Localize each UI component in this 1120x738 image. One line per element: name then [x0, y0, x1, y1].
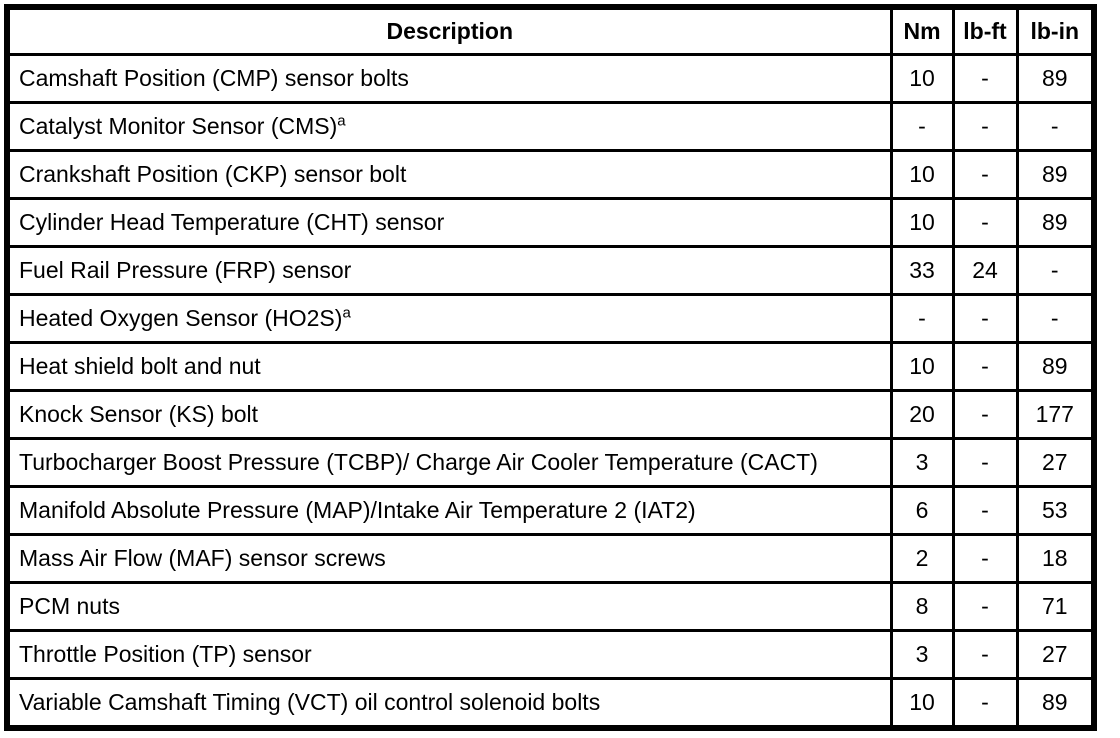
description-cell: Fuel Rail Pressure (FRP) sensor — [5, 245, 893, 296]
description-text: PCM nuts — [19, 592, 120, 619]
nm-cell: 10 — [889, 341, 955, 392]
description-text: Cylinder Head Temperature (CHT) sensor — [19, 208, 445, 235]
table-row: PCM nuts 8 - 71 — [5, 581, 1096, 632]
header-lb-in: lb-in — [1015, 5, 1096, 56]
lb-ft-cell: - — [951, 389, 1019, 440]
lb-in-cell: 27 — [1015, 437, 1096, 488]
lb-ft-cell: - — [951, 581, 1019, 632]
lb-in-cell: - — [1015, 101, 1096, 152]
lb-in-cell: 18 — [1015, 533, 1096, 584]
table-row: Heat shield bolt and nut 10 - 89 — [5, 341, 1096, 392]
description-text: Fuel Rail Pressure (FRP) sensor — [19, 256, 352, 283]
description-cell: Catalyst Monitor Sensor (CMS)a — [5, 101, 893, 152]
table-row: Mass Air Flow (MAF) sensor screws 2 - 18 — [5, 533, 1096, 584]
description-cell: Heat shield bolt and nut — [5, 341, 893, 392]
lb-ft-cell: - — [951, 197, 1019, 248]
lb-ft-cell: - — [951, 149, 1019, 200]
lb-in-cell: - — [1015, 245, 1096, 296]
description-cell: Throttle Position (TP) sensor — [5, 629, 893, 680]
lb-ft-cell: - — [951, 629, 1019, 680]
torque-spec-table: Description Nm lb-ft lb-in Camshaft Posi… — [4, 4, 1097, 731]
lb-in-cell: 89 — [1015, 197, 1096, 248]
description-cell: Heated Oxygen Sensor (HO2S)a — [5, 293, 893, 344]
nm-cell: 3 — [889, 629, 955, 680]
description-text: Camshaft Position (CMP) sensor bolts — [19, 64, 409, 91]
lb-in-cell: 89 — [1015, 53, 1096, 104]
lb-ft-cell: - — [951, 485, 1019, 536]
description-text: Mass Air Flow (MAF) sensor screws — [19, 544, 386, 571]
table-row: Cylinder Head Temperature (CHT) sensor 1… — [5, 197, 1096, 248]
table-row: Catalyst Monitor Sensor (CMS)a - - - — [5, 101, 1096, 152]
description-cell: Knock Sensor (KS) bolt — [5, 389, 893, 440]
lb-in-cell: 89 — [1015, 677, 1096, 730]
table-row: Turbocharger Boost Pressure (TCBP)/ Char… — [5, 437, 1096, 488]
nm-cell: 3 — [889, 437, 955, 488]
description-cell: Camshaft Position (CMP) sensor bolts — [5, 53, 893, 104]
nm-cell: 10 — [889, 677, 955, 730]
header-description: Description — [5, 5, 893, 56]
lb-ft-cell: - — [951, 437, 1019, 488]
table-row: Fuel Rail Pressure (FRP) sensor 33 24 - — [5, 245, 1096, 296]
description-text: Turbocharger Boost Pressure (TCBP)/ Char… — [19, 448, 818, 475]
nm-cell: 10 — [889, 197, 955, 248]
lb-ft-cell: - — [951, 293, 1019, 344]
lb-ft-cell: - — [951, 341, 1019, 392]
footnote-marker: a — [342, 304, 351, 322]
nm-cell: 10 — [889, 53, 955, 104]
nm-cell: - — [889, 101, 955, 152]
table-row: Crankshaft Position (CKP) sensor bolt 10… — [5, 149, 1096, 200]
description-text: Throttle Position (TP) sensor — [19, 640, 312, 667]
description-text: Heated Oxygen Sensor (HO2S) — [19, 304, 343, 331]
header-row: Description Nm lb-ft lb-in — [5, 5, 1096, 56]
table-row: Manifold Absolute Pressure (MAP)/Intake … — [5, 485, 1096, 536]
lb-ft-cell: - — [951, 677, 1019, 730]
nm-cell: 33 — [889, 245, 955, 296]
description-text: Knock Sensor (KS) bolt — [19, 400, 259, 427]
lb-in-cell: 27 — [1015, 629, 1096, 680]
lb-in-cell: 177 — [1015, 389, 1096, 440]
table-row: Knock Sensor (KS) bolt 20 - 177 — [5, 389, 1096, 440]
description-cell: PCM nuts — [5, 581, 893, 632]
header-nm: Nm — [889, 5, 955, 56]
description-cell: Mass Air Flow (MAF) sensor screws — [5, 533, 893, 584]
nm-cell: 8 — [889, 581, 955, 632]
nm-cell: 10 — [889, 149, 955, 200]
lb-in-cell: - — [1015, 293, 1096, 344]
description-text: Manifold Absolute Pressure (MAP)/Intake … — [19, 496, 696, 523]
description-cell: Variable Camshaft Timing (VCT) oil contr… — [5, 677, 893, 730]
table-row: Throttle Position (TP) sensor 3 - 27 — [5, 629, 1096, 680]
description-cell: Crankshaft Position (CKP) sensor bolt — [5, 149, 893, 200]
description-cell: Manifold Absolute Pressure (MAP)/Intake … — [5, 485, 893, 536]
description-text: Variable Camshaft Timing (VCT) oil contr… — [19, 688, 601, 715]
table-row: Variable Camshaft Timing (VCT) oil contr… — [5, 677, 1096, 730]
nm-cell: 6 — [889, 485, 955, 536]
nm-cell: 2 — [889, 533, 955, 584]
table-row: Camshaft Position (CMP) sensor bolts 10 … — [5, 53, 1096, 104]
lb-ft-cell: - — [951, 53, 1019, 104]
lb-ft-cell: - — [951, 533, 1019, 584]
header-lb-ft: lb-ft — [951, 5, 1019, 56]
nm-cell: 20 — [889, 389, 955, 440]
lb-in-cell: 53 — [1015, 485, 1096, 536]
table-row: Heated Oxygen Sensor (HO2S)a - - - — [5, 293, 1096, 344]
description-cell: Turbocharger Boost Pressure (TCBP)/ Char… — [5, 437, 893, 488]
footnote-marker: a — [337, 112, 346, 130]
lb-in-cell: 89 — [1015, 149, 1096, 200]
nm-cell: - — [889, 293, 955, 344]
lb-ft-cell: 24 — [951, 245, 1019, 296]
description-cell: Cylinder Head Temperature (CHT) sensor — [5, 197, 893, 248]
lb-ft-cell: - — [951, 101, 1019, 152]
description-text: Catalyst Monitor Sensor (CMS) — [19, 112, 338, 139]
lb-in-cell: 89 — [1015, 341, 1096, 392]
lb-in-cell: 71 — [1015, 581, 1096, 632]
description-text: Crankshaft Position (CKP) sensor bolt — [19, 160, 407, 187]
description-text: Heat shield bolt and nut — [19, 352, 261, 379]
